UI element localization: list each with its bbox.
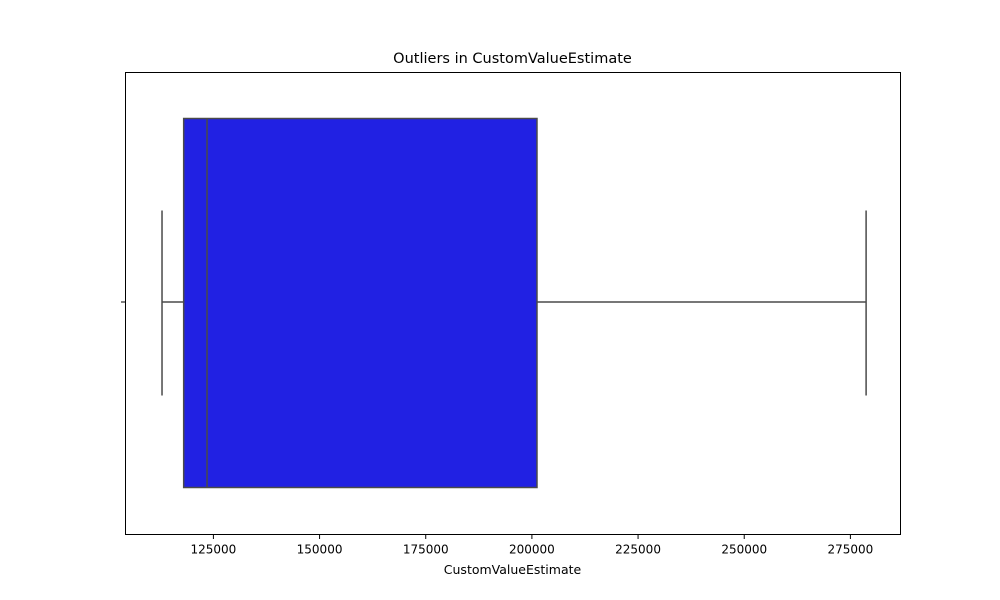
interquartile-box [182,117,538,489]
x-tick-label: 125000 [190,543,236,557]
x-tick-label: 200000 [509,543,555,557]
x-tick-label: 275000 [827,543,873,557]
chart-title: Outliers in CustomValueEstimate [393,51,632,67]
x-tick-label: 150000 [297,543,343,557]
x-axis-label: CustomValueEstimate [444,562,582,577]
x-tick-label: 175000 [403,543,449,557]
plot-area-frame [125,72,901,535]
x-tick-label: 250000 [721,543,767,557]
x-axis-ticks: 125000 150000 175000 200000 225000 250000 2750… [190,534,873,557]
x-tick-label: 225000 [615,543,661,557]
box-plot-series [161,117,867,489]
